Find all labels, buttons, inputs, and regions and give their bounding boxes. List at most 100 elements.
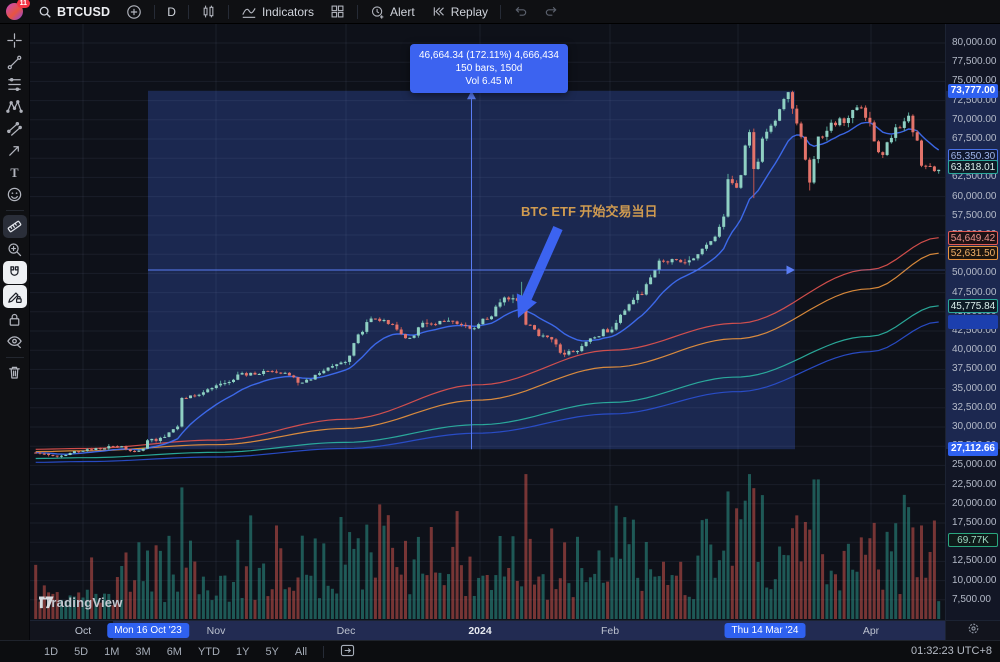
volume-bar [752,488,756,619]
tradingview-logo[interactable]: TradingView [38,595,123,610]
volume-bar [447,574,450,619]
volume-series [34,474,941,619]
candle-body [885,142,889,155]
price-tick-label: 62,500.00 [952,171,997,183]
magnet-tool-icon [10,266,19,276]
volume-bar [855,571,859,619]
candle-body [378,318,382,321]
candle-body [670,259,674,263]
volume-bar [416,536,420,619]
candle-body [146,440,149,449]
undo-button[interactable] [506,1,535,23]
lock-all-tool[interactable] [3,309,27,330]
zoom-in-tool[interactable] [3,239,27,260]
volume-bar [911,527,915,619]
candle-body [662,260,665,262]
volume-bar [601,582,605,619]
price-tick-label: 22,500.00 [952,478,997,490]
price-tick-label: 7,500.00 [952,593,991,605]
price-tick-label: 60,000.00 [952,190,997,202]
chart-style-button[interactable] [194,1,223,23]
volume-bar [429,527,433,619]
bottom-separator [323,645,325,658]
price-label-52631.50: 52,631.50 [948,246,998,261]
volume-bar [206,590,210,619]
symbol-search-button[interactable]: BTCUSD [31,1,117,23]
volume-bar [563,542,567,619]
annotation-arrow[interactable] [516,226,563,318]
trend-line-tool[interactable] [3,52,27,73]
volume-bar [705,518,708,619]
candle-body [932,166,936,172]
candle-body [227,381,231,384]
redo-button[interactable] [537,1,566,23]
range-button-5y[interactable]: 5Y [257,644,286,660]
volume-bar [442,585,446,619]
range-button-6m[interactable]: 6M [159,644,190,660]
range-button-1y[interactable]: 1Y [228,644,257,660]
go-to-date-button[interactable] [332,642,363,662]
volume-bar [778,546,782,619]
candle-body [253,372,257,375]
alert-label: Alert [390,4,415,19]
fib-retracement-tool[interactable] [3,74,27,95]
candle-body [653,270,657,278]
range-button-all[interactable]: All [287,644,315,660]
ma-lines [35,121,940,463]
range-button-3m[interactable]: 3M [127,644,158,660]
compare-add-button[interactable] [119,1,149,23]
volume-bar [365,524,369,619]
ma-orange [35,252,939,453]
interval-button[interactable]: D [160,1,183,23]
candle-body [244,373,248,376]
annotation-text[interactable]: BTC ETF 开始交易当日 [521,204,658,219]
candle-body [68,453,72,456]
clock-timestamp[interactable]: 01:32:23 UTC+8 [910,645,992,657]
candle-body [769,125,773,132]
candle-body [709,241,713,245]
indicators-button[interactable]: Indicators [234,1,321,23]
remove-drawings-tool[interactable] [3,362,27,383]
chart-canvas[interactable]: BTC ETF 开始交易当日 [30,24,945,620]
replay-button[interactable]: Replay [424,1,495,23]
volume-bar [670,575,674,619]
candle-body [588,338,592,342]
volume-bar [803,521,807,619]
hide-drawings-tool[interactable] [3,331,27,352]
price-tick-label: 47,500.00 [952,286,997,298]
redo-icon [544,4,559,19]
xabcd-pattern-tool[interactable] [3,96,27,117]
range-button-5d[interactable]: 5D [66,644,96,660]
volume-bar [335,593,339,619]
volume-bar [662,561,665,619]
candle-body [752,132,756,169]
range-button-1d[interactable]: 1D [36,644,66,660]
time-axis[interactable]: OctNovDec2024FebMarAprMon 16 Oct '23Thu … [30,620,945,640]
candle-body [330,366,334,368]
candle-body [644,284,648,295]
drawing-lock-tool[interactable] [2,285,27,308]
price-axis[interactable]: 80,000.00 77,500.00 75,000.00 72,500.00 70,0… [945,24,1000,620]
bottom-toolbar: 1D 5D 1M 3M 6M YTD 1Y 5Y All 01:32:23 UTC+8 [0,640,1000,662]
layout-templates-button[interactable] [323,1,352,23]
axis-settings-corner[interactable] [945,620,1000,640]
user-avatar[interactable]: 11 [6,0,30,20]
candle-body [425,322,429,324]
volume-bar [834,574,837,619]
candle-body [614,322,618,330]
candle-body [533,325,536,330]
emoji-tool[interactable] [3,184,27,205]
parallel-channel-tool[interactable] [3,118,27,139]
range-button-ytd[interactable]: YTD [190,644,228,660]
range-button-1m[interactable]: 1M [96,644,127,660]
text-tool[interactable]: T [3,162,27,183]
volume-bar [713,577,717,619]
candle-body [283,372,287,374]
measure-tool[interactable] [2,215,27,238]
crosshair-tool[interactable] [3,30,27,51]
magnet-tool[interactable] [2,261,27,284]
alert-button[interactable]: Alert [363,1,422,23]
arrow-tool[interactable] [3,140,27,161]
candle-body [782,99,786,110]
volume-bar [829,570,833,619]
